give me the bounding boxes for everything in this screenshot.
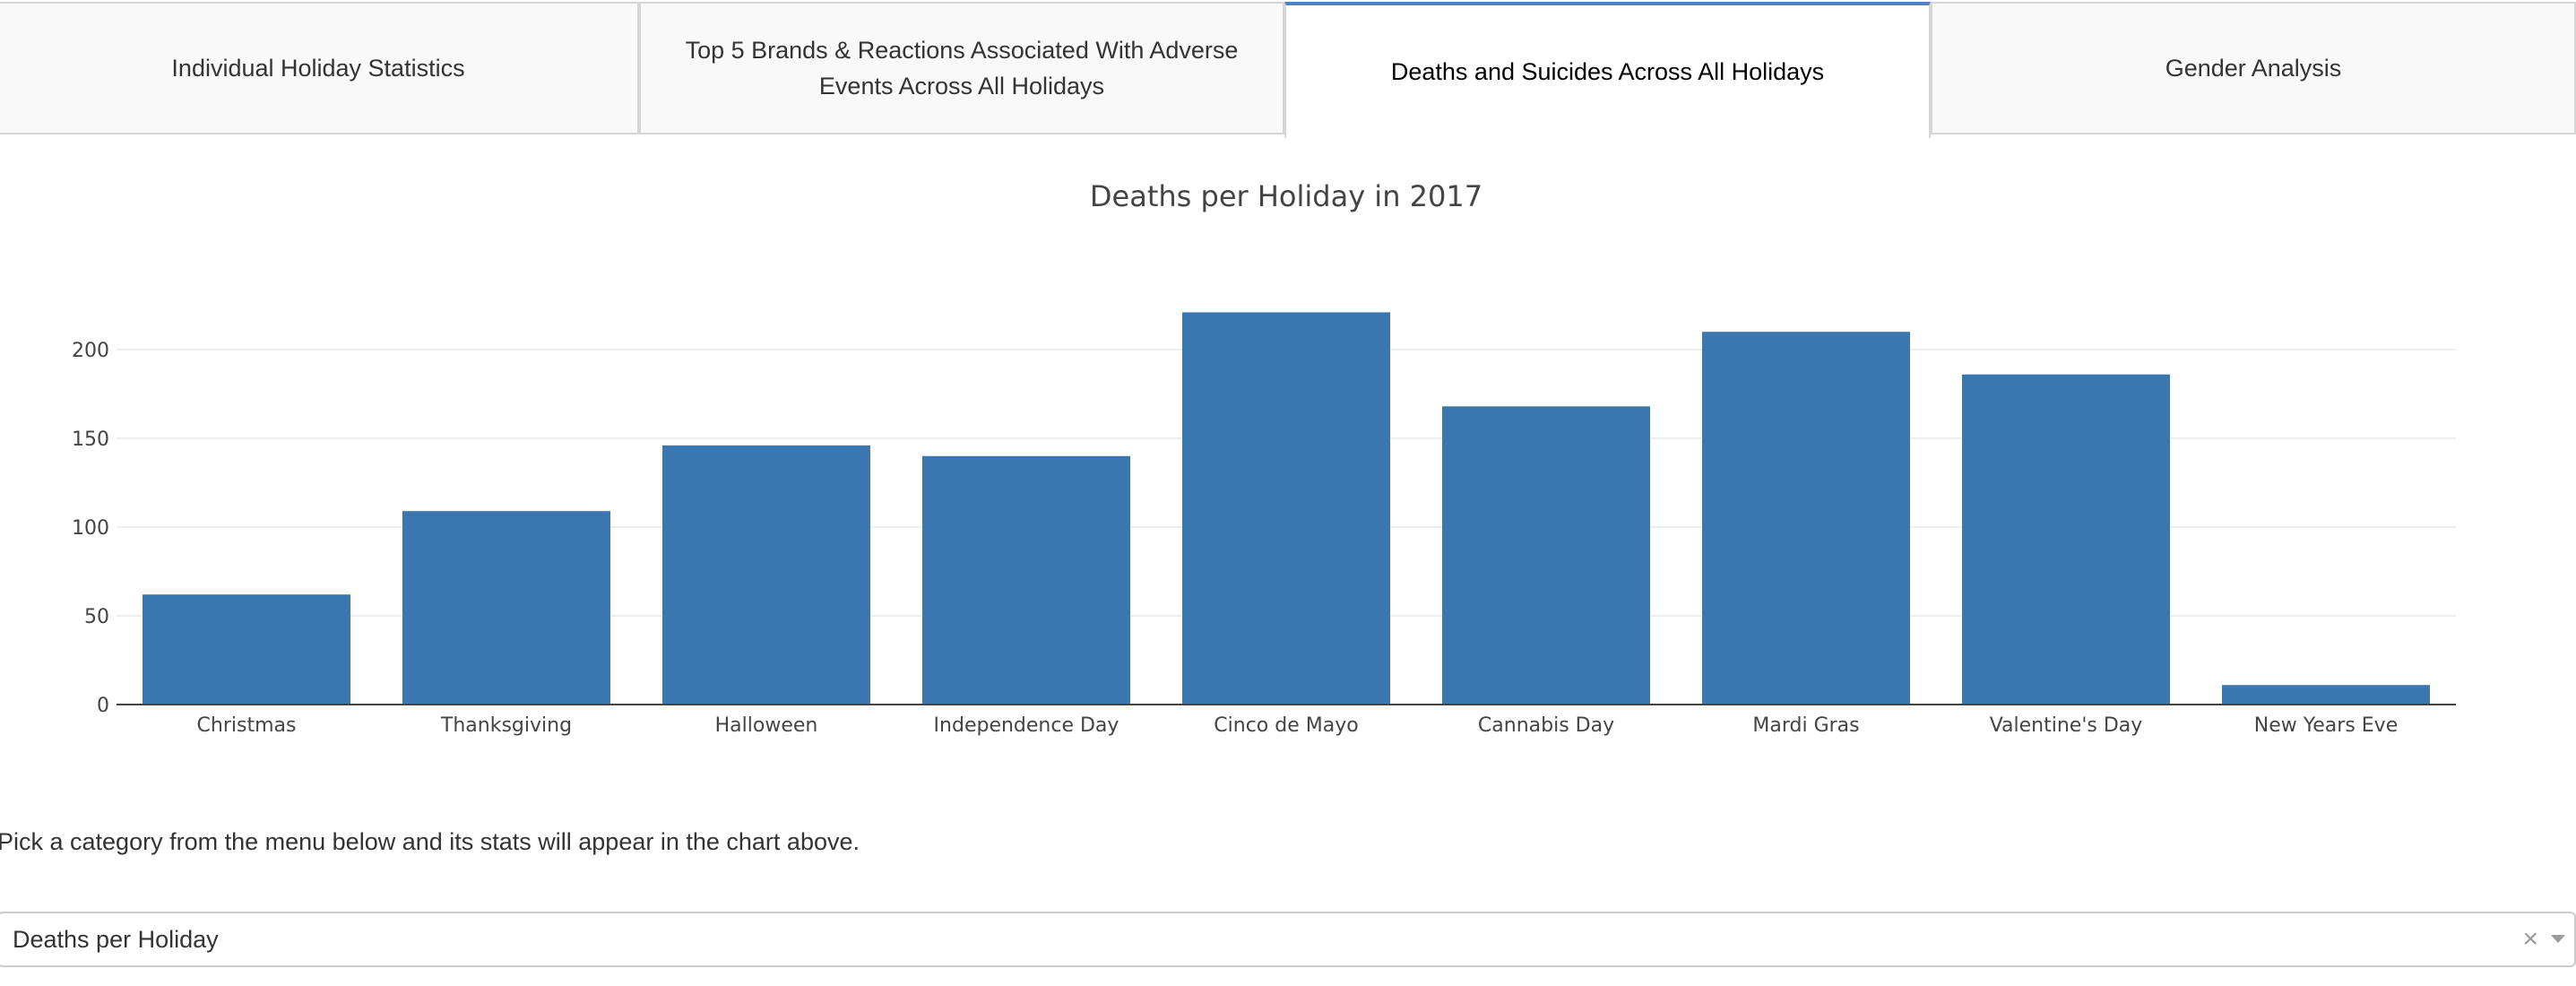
instruction-text: Pick a category from the menu below and … bbox=[0, 828, 860, 855]
bar bbox=[2222, 685, 2430, 705]
dropdown-selected-value: Deaths per Holiday bbox=[13, 926, 219, 953]
y-tick-label: 150 bbox=[72, 428, 109, 451]
tab-bar: Individual Holiday Statistics Top 5 Bran… bbox=[0, 0, 2576, 138]
x-tick-label: New Years Eve bbox=[2254, 714, 2398, 737]
tab-top-5-brands-reactions[interactable]: Top 5 Brands & Reactions Associated With… bbox=[639, 2, 1284, 134]
x-tick-label: Cinco de Mayo bbox=[1214, 714, 1358, 737]
x-tick-label: Independence Day bbox=[934, 714, 1119, 737]
x-tick-label: Valentine's Day bbox=[1990, 714, 2143, 737]
bar bbox=[662, 445, 870, 705]
chart-title: Deaths per Holiday in 2017 bbox=[1090, 179, 1482, 213]
bar bbox=[1962, 374, 2170, 705]
x-tick-label: Mardi Gras bbox=[1752, 714, 1859, 737]
y-tick-label: 100 bbox=[72, 517, 109, 540]
bar bbox=[1702, 332, 1910, 705]
bar-chart: Deaths per Holiday in 2017 0 50 100 150 200 Ch… bbox=[72, 179, 2456, 737]
bar bbox=[143, 594, 350, 705]
x-tick-label: Thanksgiving bbox=[440, 714, 572, 737]
tab-deaths-and-suicides[interactable]: Deaths and Suicides Across All Holidays bbox=[1284, 2, 1931, 138]
close-icon[interactable]: × bbox=[2522, 924, 2538, 954]
x-tick-label: Cannabis Day bbox=[1478, 714, 1614, 737]
x-tick-label: Halloween bbox=[715, 714, 818, 737]
bar bbox=[1442, 406, 1650, 705]
y-tick-label: 0 bbox=[97, 695, 109, 717]
tab-gender-analysis[interactable]: Gender Analysis bbox=[1931, 2, 2576, 134]
tab-individual-holiday-statistics[interactable]: Individual Holiday Statistics bbox=[0, 2, 639, 134]
bar bbox=[402, 511, 610, 705]
category-dropdown[interactable]: Deaths per Holiday × bbox=[0, 912, 2576, 967]
y-tick-label: 200 bbox=[72, 340, 109, 362]
x-tick-label: Christmas bbox=[197, 714, 297, 737]
bar bbox=[922, 455, 1130, 705]
caret-down-icon[interactable] bbox=[2551, 935, 2565, 943]
bar bbox=[1182, 312, 1390, 705]
y-tick-label: 50 bbox=[84, 606, 109, 628]
